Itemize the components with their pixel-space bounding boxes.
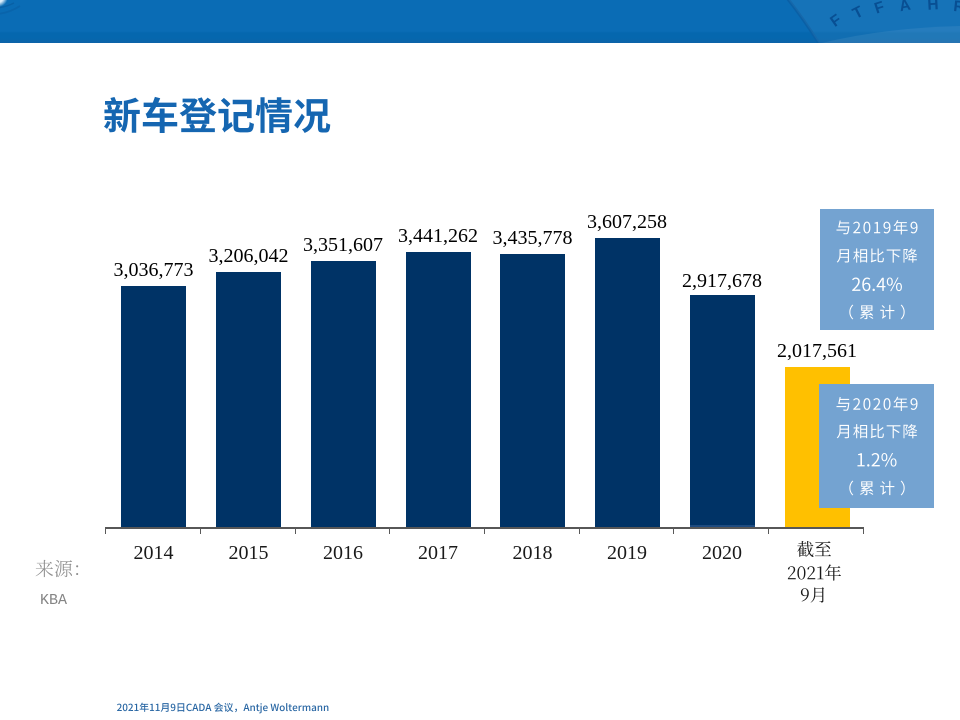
svg-text:3,441,262: 3,441,262	[398, 225, 478, 247]
svg-text:2015: 2015	[229, 542, 269, 564]
svg-text:A: A	[898, 0, 912, 15]
svg-text:2014: 2014	[134, 542, 174, 564]
svg-text:2020: 2020	[702, 542, 742, 564]
svg-text:2018: 2018	[513, 542, 553, 564]
svg-text:2,017,561: 2,017,561	[777, 340, 857, 362]
svg-text:3,607,258: 3,607,258	[587, 211, 667, 233]
svg-text:3,435,778: 3,435,778	[493, 227, 573, 249]
svg-text:3,036,773: 3,036,773	[114, 259, 194, 281]
svg-text:2,917,678: 2,917,678	[682, 270, 762, 292]
svg-text:F: F	[872, 0, 886, 18]
svg-text:KBA: KBA	[40, 592, 67, 609]
svg-text:H: H	[927, 0, 939, 14]
svg-text:3,351,607: 3,351,607	[303, 234, 383, 256]
svg-text:2019: 2019	[607, 542, 647, 564]
svg-text:R: R	[953, 0, 960, 16]
svg-text:3,206,042: 3,206,042	[209, 245, 289, 267]
svg-text:2017: 2017	[418, 542, 458, 564]
svg-text:2016: 2016	[323, 542, 363, 564]
